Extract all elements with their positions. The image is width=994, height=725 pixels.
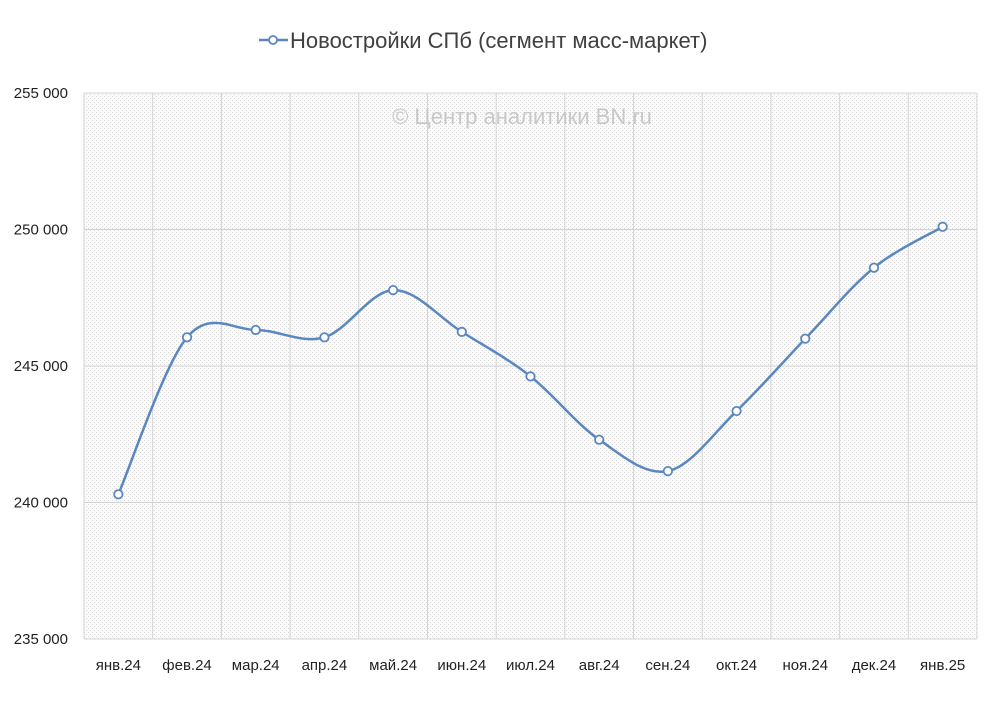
- data-point: [319, 332, 330, 343]
- x-tick-label: янв.25: [920, 657, 965, 674]
- x-tick-label: авг.24: [579, 657, 620, 674]
- y-axis: 235 000 240 000 245 000 250 000 255 000: [14, 85, 68, 648]
- y-tick-label: 240 000: [14, 495, 68, 512]
- legend-label: Новостройки СПб (сегмент масс-маркет): [290, 28, 707, 53]
- data-point: [181, 332, 193, 343]
- x-tick-label: июл.24: [506, 657, 555, 674]
- data-point: [250, 324, 261, 336]
- data-point: [594, 434, 605, 445]
- x-tick-label: апр.24: [302, 657, 348, 674]
- watermark: © Центр аналитики BN.ru: [392, 104, 652, 129]
- x-tick-label: ноя.24: [782, 657, 828, 674]
- y-tick-label: 245 000: [14, 358, 68, 375]
- data-point: [800, 333, 811, 344]
- x-tick-label: фев.24: [162, 657, 212, 674]
- data-point: [525, 371, 536, 382]
- x-tick-label: окт.24: [716, 657, 757, 674]
- data-point: [456, 326, 467, 337]
- x-axis: янв.24 фев.24 мар.24 апр.24 май.24 июн.24 июл.…: [96, 657, 966, 674]
- x-tick-label: дек.24: [852, 657, 897, 674]
- series: [113, 221, 948, 500]
- data-point: [388, 285, 399, 296]
- x-tick-label: сен.24: [645, 657, 690, 674]
- x-tick-label: мар.24: [232, 657, 280, 674]
- y-tick-label: 235 000: [14, 631, 68, 648]
- data-point: [662, 466, 673, 477]
- x-tick-label: июн.24: [437, 657, 486, 674]
- x-tick-label: май.24: [369, 657, 417, 674]
- legend: Новостройки СПб (сегмент масс-маркет): [259, 28, 707, 53]
- data-point: [731, 405, 742, 417]
- data-point: [113, 489, 124, 500]
- data-point: [937, 221, 948, 232]
- y-tick-label: 250 000: [14, 222, 68, 239]
- x-tick-label: янв.24: [96, 657, 141, 674]
- data-point: [868, 262, 880, 273]
- legend-marker: [268, 35, 278, 45]
- y-tick-label: 255 000: [14, 85, 68, 102]
- grid: [83, 92, 978, 640]
